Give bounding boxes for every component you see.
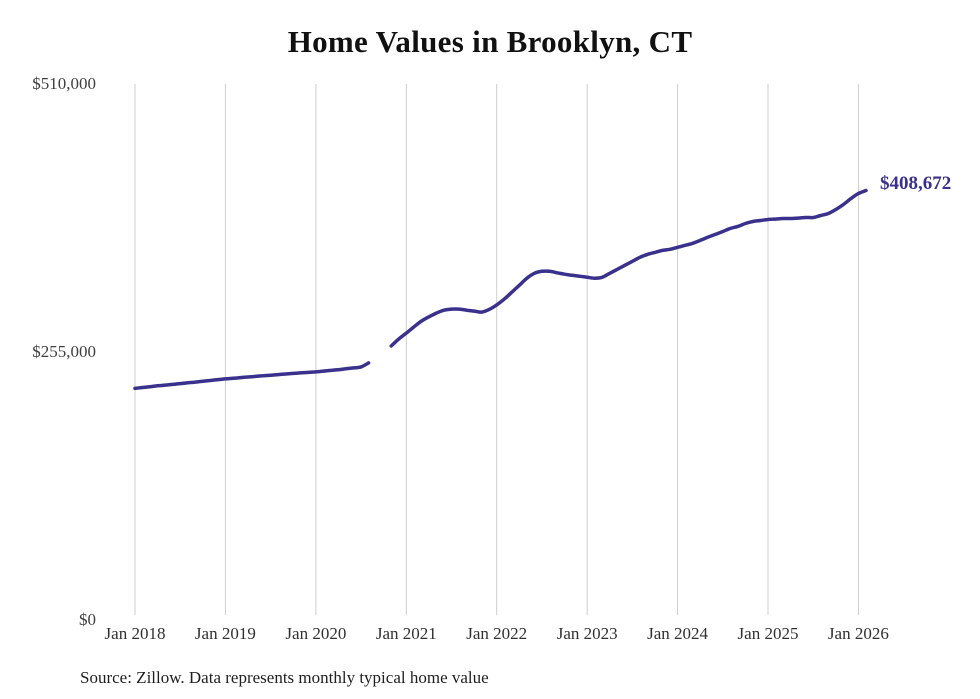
latest-value-label: $408,672 [880, 172, 952, 194]
y-axis-tick-510000: $510,000 [32, 74, 96, 93]
x-axis-tick-jan-2019: Jan 2019 [194, 624, 256, 643]
y-axis-tick-0: $0 [79, 610, 96, 629]
y-axis-tick-255000: $255,000 [32, 342, 96, 361]
source-note: Source: Zillow. Data represents monthly … [80, 668, 489, 687]
x-axis-tick-jan-2026: Jan 2026 [827, 624, 889, 643]
x-axis-tick-jan-2022: Jan 2022 [466, 624, 528, 643]
x-axis-tick-jan-2023: Jan 2023 [556, 624, 618, 643]
x-axis-tick-jan-2024: Jan 2024 [647, 624, 709, 643]
x-axis-tick-jan-2025: Jan 2025 [737, 624, 799, 643]
home-value-line [133, 361, 371, 391]
home-value-line [389, 188, 868, 348]
x-axis-tick-jan-2018: Jan 2018 [104, 624, 166, 643]
x-axis-tick-jan-2021: Jan 2021 [375, 624, 437, 643]
x-axis-tick-jan-2020: Jan 2020 [285, 624, 347, 643]
chart-title: Home Values in Brooklyn, CT [287, 24, 693, 59]
